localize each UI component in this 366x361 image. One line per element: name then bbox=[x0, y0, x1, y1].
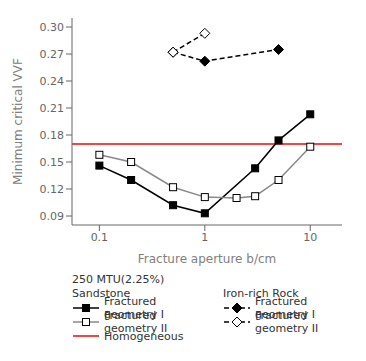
html-text:Fractured geometry I: Fractured geometry I bbox=[104, 295, 165, 321]
svg-text:0.1: 0.1 bbox=[91, 231, 109, 244]
svg-text:Minimum critical VVF: Minimum critical VVF bbox=[11, 58, 25, 185]
html-text:250 MTU(2.25%): 250 MTU(2.25%) bbox=[72, 273, 165, 286]
svg-text:0.12: 0.12 bbox=[40, 183, 65, 196]
html-text:Iron-rich Rock: Iron-rich Rock bbox=[223, 287, 299, 300]
svg-text:0.21: 0.21 bbox=[40, 102, 65, 115]
html-text:Sandstone: Sandstone bbox=[72, 287, 131, 300]
html-text:Homogeneous: Homogeneous bbox=[104, 329, 184, 343]
svg-text:0.18: 0.18 bbox=[40, 129, 65, 142]
html-text:Fractured geometry I: Fractured geometry I bbox=[255, 295, 316, 321]
svg-text:0.15: 0.15 bbox=[40, 156, 65, 169]
html-text:Fractured geometry II: Fractured geometry II bbox=[104, 309, 168, 335]
svg-text:Fracture aperture b/cm: Fracture aperture b/cm bbox=[138, 252, 277, 266]
svg-text:0.30: 0.30 bbox=[40, 21, 65, 34]
svg-text:10: 10 bbox=[303, 231, 317, 244]
html-text:Fractured geometry II: Fractured geometry II bbox=[255, 309, 319, 335]
svg-text:0.27: 0.27 bbox=[40, 48, 65, 61]
svg-text:1: 1 bbox=[201, 231, 208, 244]
svg-text:0.09: 0.09 bbox=[40, 210, 65, 223]
svg-text:0.24: 0.24 bbox=[40, 75, 65, 88]
